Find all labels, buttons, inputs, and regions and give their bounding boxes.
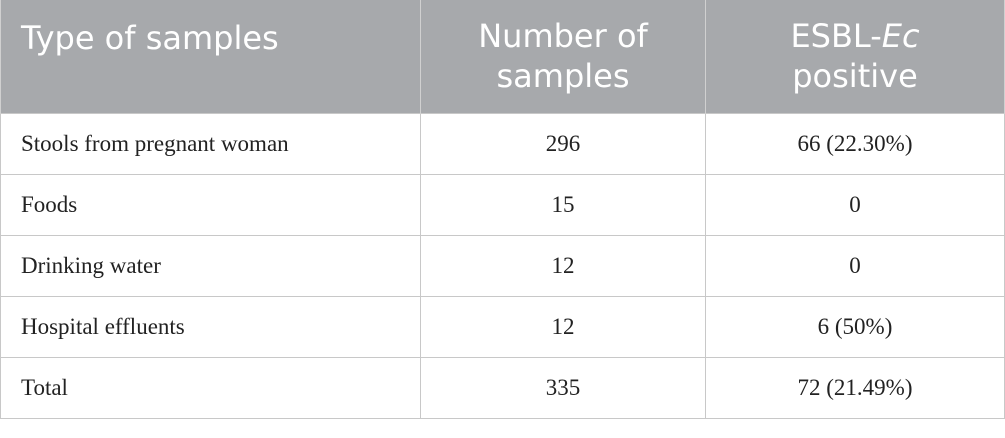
- table-cell: Stools from pregnant woman: [0, 112, 421, 175]
- header-text: ESBL-: [790, 17, 882, 56]
- table-cell: Total: [0, 356, 421, 419]
- table-row: Total 335 72 (21.49%): [0, 356, 1005, 419]
- table-cell: 15: [420, 173, 706, 236]
- table-cell: Drinking water: [0, 234, 421, 297]
- table-row: Hospital effluents 12 6 (50%): [0, 295, 1005, 358]
- table-cell: 0: [705, 173, 1005, 236]
- table-row: Stools from pregnant woman 296 66 (22.30%): [0, 112, 1005, 175]
- header-text: Type of samples: [21, 19, 279, 57]
- header-cell: Number of samples: [420, 0, 706, 113]
- table-cell: 72 (21.49%): [705, 356, 1005, 419]
- header-row: Type of samples Number of samples ESBL-E…: [0, 0, 1005, 113]
- table-body: Stools from pregnant woman 296 66 (22.30%)…: [0, 112, 1005, 419]
- header-text: positive: [792, 57, 918, 96]
- table-cell: 296: [420, 112, 706, 175]
- table-header: Type of samples Number of samples ESBL-E…: [0, 0, 1005, 113]
- table-cell: 12: [420, 295, 706, 358]
- header-cell: ESBL-Ec positive: [705, 0, 1005, 113]
- table-cell: 6 (50%): [705, 295, 1005, 358]
- table-cell: Hospital effluents: [0, 295, 421, 358]
- table-cell: 0: [705, 234, 1005, 297]
- header-text: Number of samples: [478, 17, 648, 96]
- header-cell: Type of samples: [0, 0, 421, 113]
- table-cell: 12: [420, 234, 706, 297]
- table-row: Foods 15 0: [0, 173, 1005, 236]
- table-row: Drinking water 12 0: [0, 234, 1005, 297]
- data-table: Type of samples Number of samples ESBL-E…: [0, 0, 1005, 419]
- table-cell: Foods: [0, 173, 421, 236]
- table-cell: 66 (22.30%): [705, 112, 1005, 175]
- header-text-italic: Ec: [881, 17, 920, 56]
- table-cell: 335: [420, 356, 706, 419]
